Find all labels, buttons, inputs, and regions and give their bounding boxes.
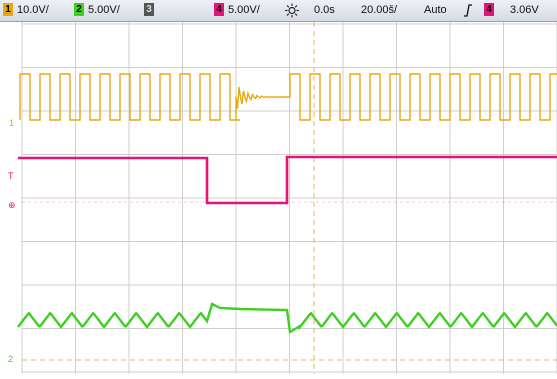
ch4-scale: 5.00V/ xyxy=(228,4,260,16)
ch3-scale-group[interactable]: 3 xyxy=(144,3,158,18)
trigger-level[interactable]: 3.06V xyxy=(510,4,539,16)
rising-edge-icon xyxy=(464,4,472,17)
ch4-scale-group[interactable]: 4 5.00V/ xyxy=(214,3,260,18)
ch2-trace xyxy=(17,302,557,334)
trigger-slope[interactable] xyxy=(462,3,474,18)
ch3-badge: 3 xyxy=(144,3,154,16)
status-bar: 1 10.0V/ 2 5.00V/ 3 4 5.00V/ 0.0s 20.00š/ A… xyxy=(0,0,557,22)
waveform-display[interactable]: 1 T ⊕ 2 xyxy=(0,22,557,374)
sun-icon xyxy=(285,3,299,18)
trigger-level-marker[interactable]: T xyxy=(8,171,14,181)
ch4-marker[interactable]: ⊕ xyxy=(8,200,16,210)
ch2-marker[interactable]: 2 xyxy=(8,354,13,364)
ch2-scale-group[interactable]: 2 5.00V/ xyxy=(74,3,120,18)
trigger-source-badge: 4 xyxy=(484,3,494,16)
ch1-scale-group[interactable]: 1 10.0V/ xyxy=(3,3,49,18)
ch2-scale: 5.00V/ xyxy=(88,4,120,16)
trigger-mode[interactable]: Auto xyxy=(424,4,447,16)
waveform-plot: 1 T ⊕ 2 xyxy=(8,22,557,374)
trigger-source-group[interactable]: 4 xyxy=(484,3,498,18)
ch1-badge: 1 xyxy=(3,3,13,16)
ch4-badge: 4 xyxy=(214,3,224,16)
timebase-readout[interactable]: 20.00š/ xyxy=(361,4,398,16)
ch2-badge: 2 xyxy=(74,3,84,16)
ch4-trace xyxy=(18,155,557,205)
ch1-scale: 10.0V/ xyxy=(17,4,49,16)
ch1-trace xyxy=(19,73,557,121)
ch1-marker[interactable]: 1 xyxy=(9,118,14,128)
trigger-indicator[interactable] xyxy=(283,3,301,18)
delay-readout[interactable]: 0.0s xyxy=(314,4,335,16)
